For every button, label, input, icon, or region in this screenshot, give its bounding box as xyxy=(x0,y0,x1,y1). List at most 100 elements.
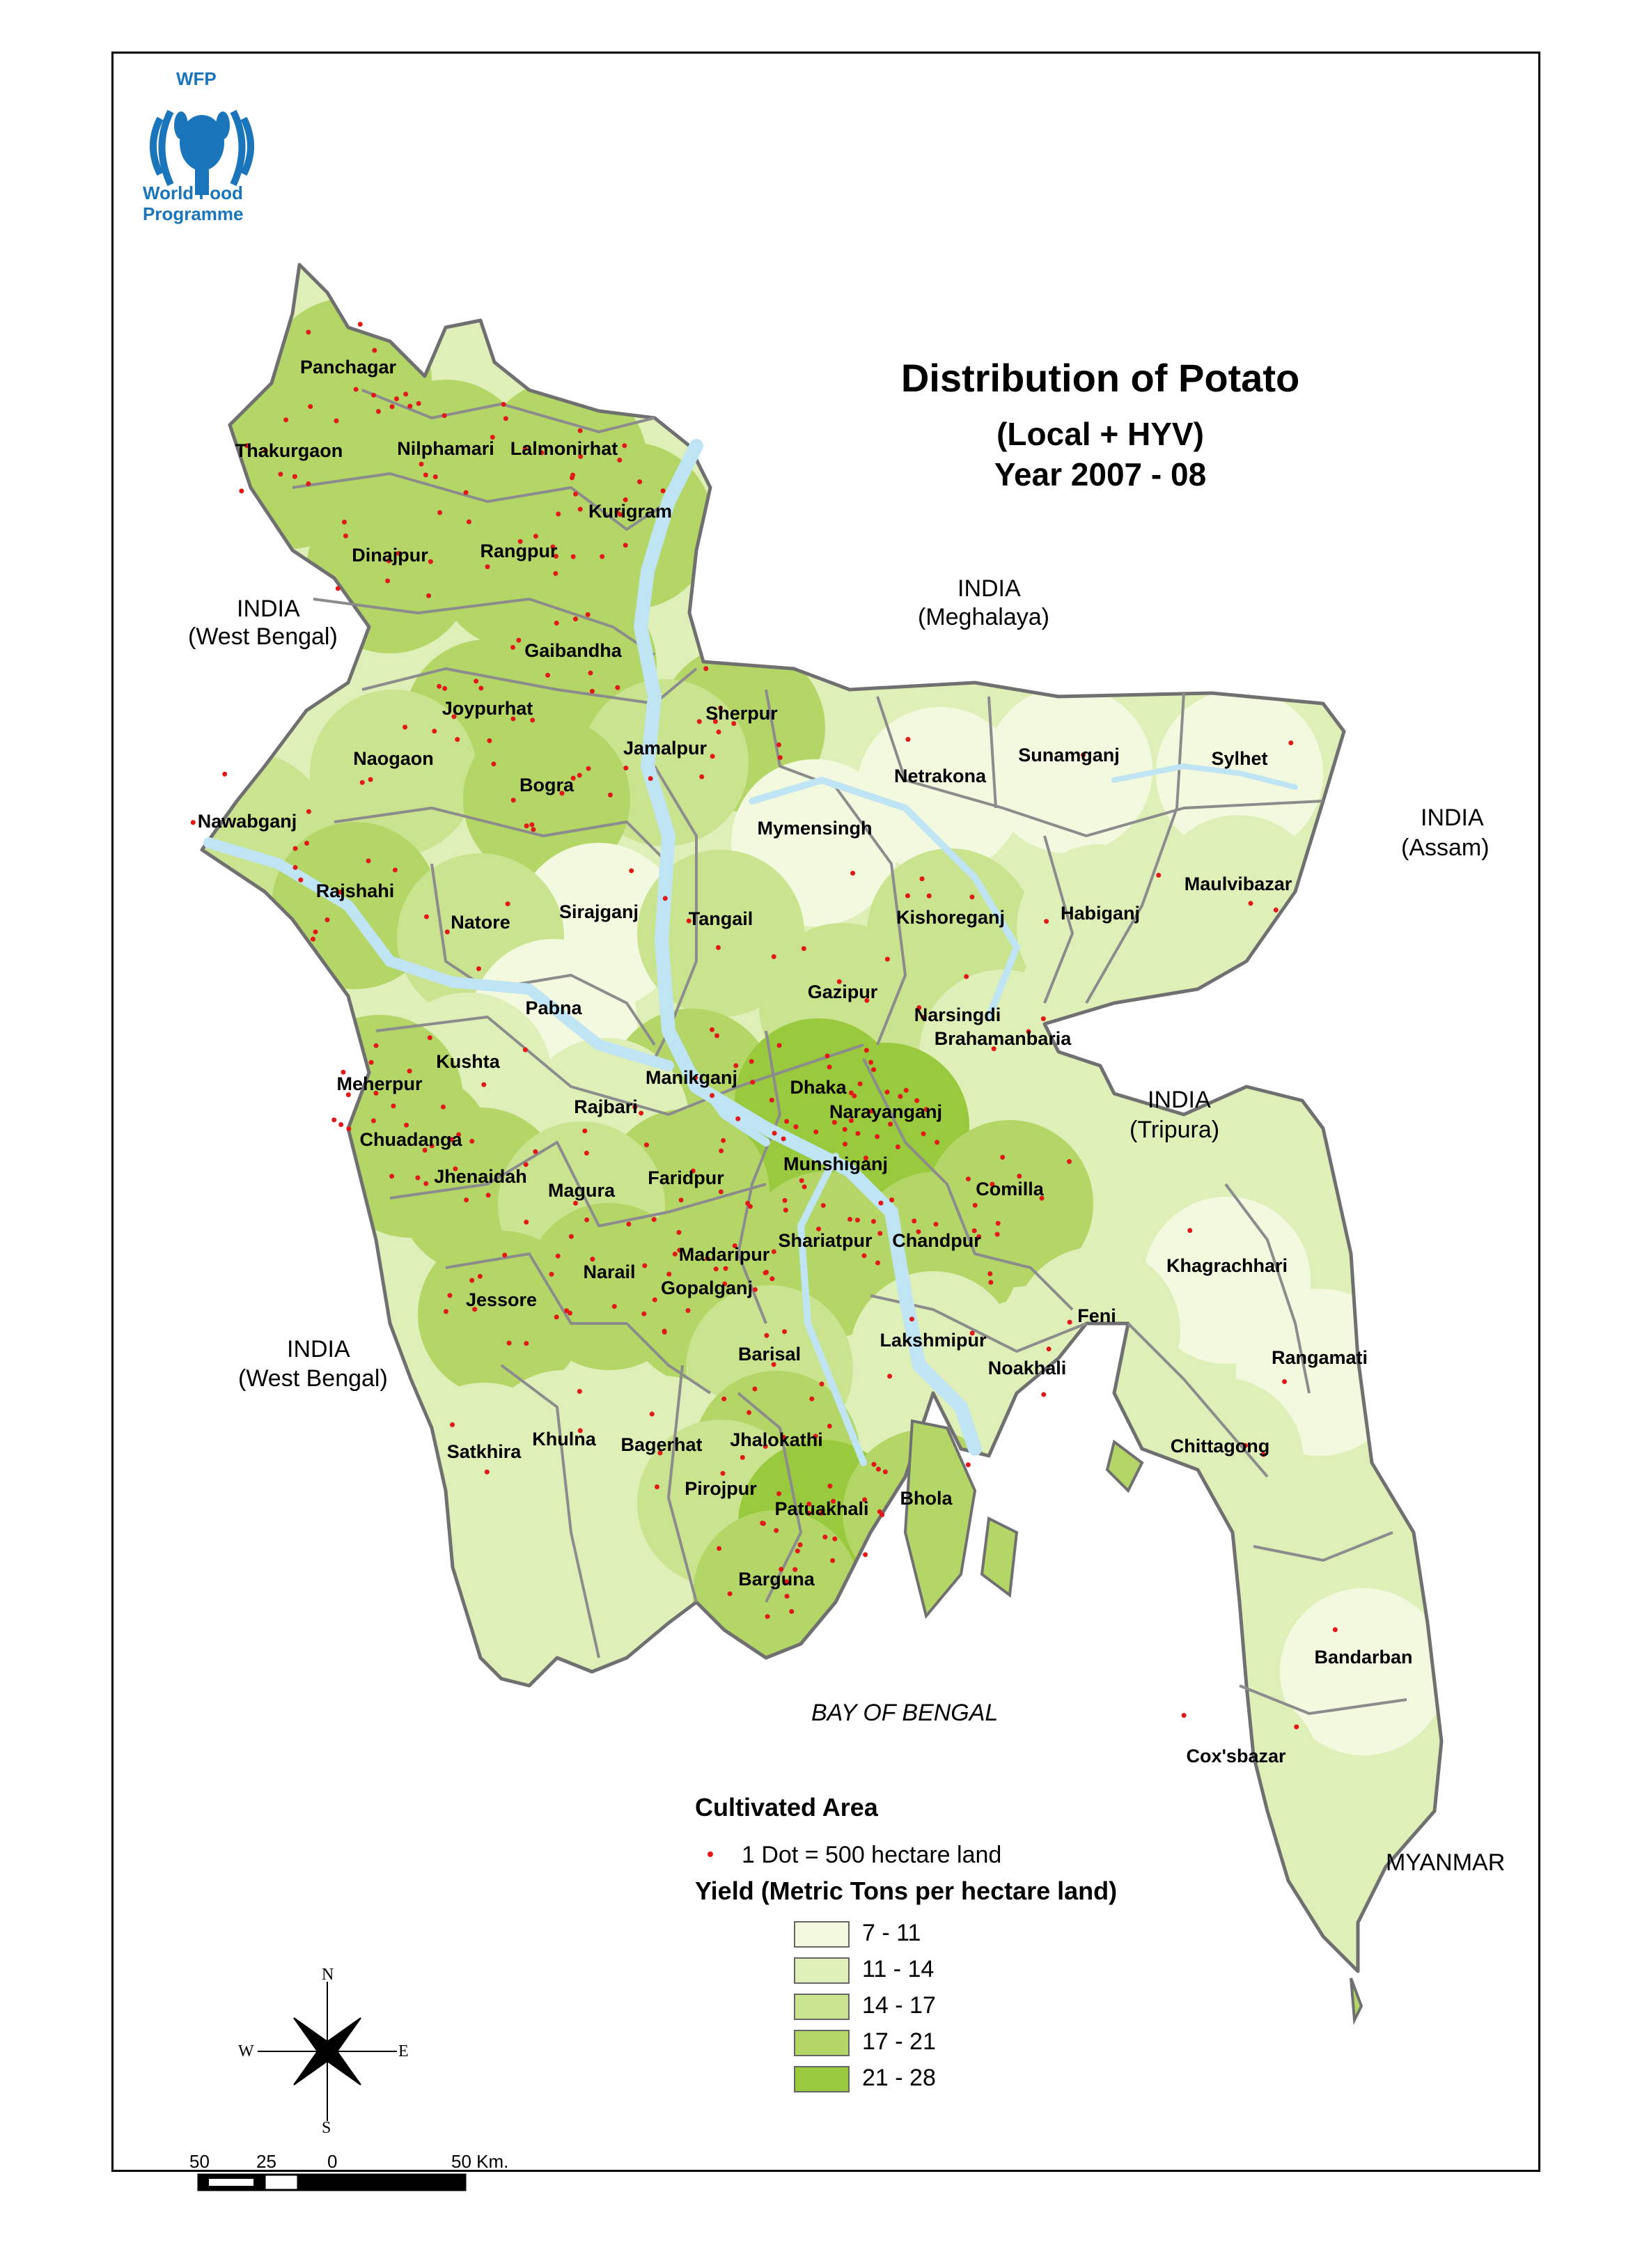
cultivation-dot xyxy=(453,1166,458,1172)
cultivation-dot xyxy=(304,841,310,846)
cultivation-dot xyxy=(437,683,442,689)
district-border xyxy=(653,765,698,1059)
cultivation-dot xyxy=(570,775,576,781)
district-label: Lalmonirhat xyxy=(510,438,618,459)
cultivation-dot xyxy=(554,1314,559,1320)
district-label: Dhaka xyxy=(790,1077,847,1098)
cultivation-dot xyxy=(432,474,438,479)
cultivation-dot xyxy=(771,1362,776,1367)
cultivation-dot xyxy=(987,1271,993,1277)
cultivation-dot xyxy=(477,1273,483,1279)
cultivation-dot xyxy=(530,717,536,723)
cultivation-dot xyxy=(474,678,479,684)
district-label: Dinajpur xyxy=(352,545,428,566)
cultivation-dot xyxy=(822,1535,828,1540)
cultivation-dot xyxy=(331,1117,337,1123)
cultivation-dot xyxy=(407,1069,412,1074)
cultivation-dot xyxy=(857,1081,863,1087)
scale-label: 50 xyxy=(189,2151,210,2172)
cultivation-dot xyxy=(447,1293,453,1298)
cultivation-dot xyxy=(341,1069,346,1075)
cultivation-dot xyxy=(386,558,391,564)
cultivation-dot xyxy=(831,1119,837,1125)
cultivation-dot xyxy=(782,1197,788,1203)
district-label: Habiganj xyxy=(1060,903,1141,924)
cultivation-dot xyxy=(731,721,737,727)
cultivation-dot xyxy=(306,809,311,814)
cultivation-dot xyxy=(623,497,628,503)
island xyxy=(1350,1978,1363,2026)
logo-acronym: WFP xyxy=(176,68,217,89)
cultivation-dot xyxy=(450,1422,455,1427)
cultivation-dot xyxy=(880,1512,885,1518)
cultivation-dot xyxy=(403,391,409,397)
legend-swatch xyxy=(794,1921,850,1948)
cultivation-dot xyxy=(428,559,433,564)
district-border xyxy=(313,598,656,656)
cultivation-dot xyxy=(577,428,583,433)
cultivation-dot xyxy=(1040,1016,1046,1022)
cultivation-dot xyxy=(501,402,506,407)
cultivation-dot xyxy=(769,1097,774,1103)
district-label: Feni xyxy=(1077,1305,1116,1326)
cultivation-dot xyxy=(345,1092,351,1098)
legend-swatch xyxy=(794,1994,850,2020)
cultivation-dot xyxy=(373,1090,379,1096)
cultivation-dot xyxy=(222,771,228,777)
cultivation-dot xyxy=(976,1234,982,1239)
cultivation-dot xyxy=(771,954,776,959)
cultivation-dot xyxy=(926,893,932,899)
cultivation-dot xyxy=(313,929,318,935)
cultivation-dot xyxy=(662,1328,667,1334)
cultivation-dot xyxy=(524,1219,529,1225)
cultivation-dot xyxy=(651,1217,657,1222)
cultivation-dot xyxy=(444,929,450,935)
district-label: Rajshahi xyxy=(315,880,395,901)
cultivation-dot xyxy=(862,1497,868,1502)
cultivation-dot xyxy=(523,1162,529,1167)
cultivation-dot xyxy=(283,417,289,423)
cultivation-dot xyxy=(1288,740,1294,745)
cultivation-dot xyxy=(715,945,721,950)
cultivation-dot xyxy=(423,914,429,919)
district-fill xyxy=(1280,1588,1441,1755)
cultivation-dot xyxy=(871,1067,877,1073)
district-label: Jhalokathi xyxy=(730,1429,823,1450)
district-label: Naogaon xyxy=(353,748,434,769)
cultivation-dot xyxy=(292,864,298,870)
cultivation-dot xyxy=(584,1217,590,1222)
district-border xyxy=(1085,692,1185,1004)
district-border xyxy=(334,807,670,865)
district-label: Meherpur xyxy=(336,1073,423,1094)
cultivation-dot xyxy=(392,867,398,873)
cultivation-dot xyxy=(969,894,975,900)
cultivation-dot xyxy=(617,458,623,463)
scale-bar xyxy=(197,2173,467,2191)
cultivation-dot xyxy=(720,1470,726,1476)
cultivation-dot xyxy=(827,1423,832,1429)
cultivation-dot xyxy=(718,1189,724,1195)
cultivation-dot xyxy=(1046,1346,1052,1352)
compass-point xyxy=(325,2017,361,2053)
cultivation-dot xyxy=(589,688,595,694)
cultivation-dot xyxy=(690,1168,696,1174)
cultivation-dot xyxy=(310,936,315,942)
cultivation-dot xyxy=(306,329,311,335)
cultivation-dot xyxy=(423,1181,429,1186)
cultivation-dot xyxy=(440,1104,446,1110)
cultivation-dot xyxy=(359,779,365,785)
cultivation-dot xyxy=(426,593,432,598)
cultivation-dot xyxy=(239,488,244,494)
neighbor-label: INDIA xyxy=(958,575,1021,602)
cultivation-dot xyxy=(813,1434,818,1439)
neighbor-label: (West Bengal) xyxy=(188,623,338,650)
cultivation-dot xyxy=(415,1175,421,1181)
district-label: Lakshmipur xyxy=(880,1330,987,1351)
cultivation-dot xyxy=(784,1119,790,1124)
cultivation-dot xyxy=(914,1098,920,1103)
cultivation-dot xyxy=(341,520,347,525)
compass-east: E xyxy=(398,2042,409,2060)
cultivation-dot xyxy=(776,1491,782,1496)
cultivation-dot xyxy=(792,1567,798,1572)
cultivation-dot xyxy=(882,1469,888,1475)
